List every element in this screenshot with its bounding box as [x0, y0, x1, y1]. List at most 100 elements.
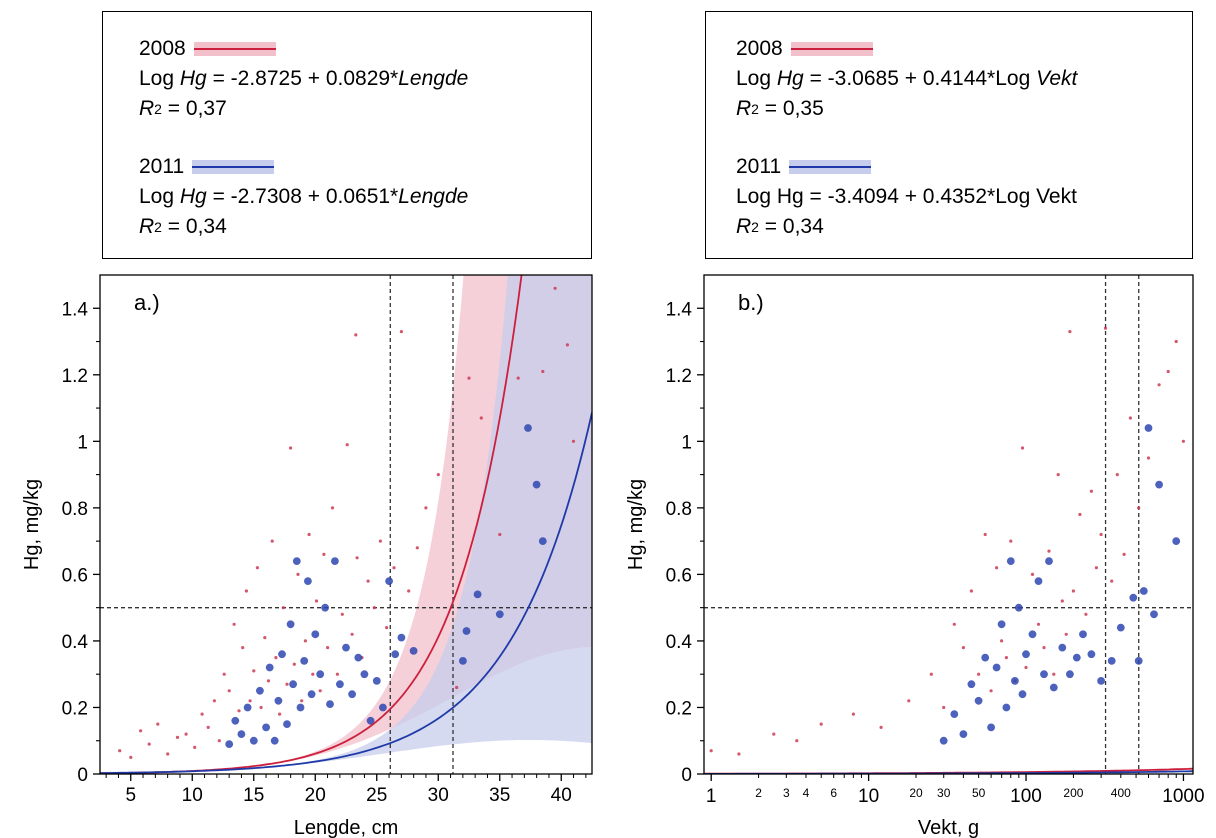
data-point-2011 [959, 730, 968, 738]
panel-label: a.) [134, 290, 160, 315]
data-point-2008 [300, 699, 304, 703]
legend-entry-2008: 2008 Log Hg = -3.0685 + 0.4144*Log Vekt … [736, 34, 1077, 124]
x-axis: 1 10 100 1000 2 3 4 6 20 30 50 200 400 [706, 774, 1205, 807]
x-tick-label: 10 [858, 786, 879, 807]
data-point-2008 [1181, 439, 1185, 443]
data-point-2008 [942, 705, 946, 710]
data-point-2008 [879, 725, 883, 730]
data-point-2008 [193, 745, 197, 750]
data-point-2008 [307, 532, 311, 537]
y-tick-label: 1.2 [62, 366, 88, 387]
data-point-2008 [263, 636, 267, 640]
data-point-2008 [1166, 369, 1170, 374]
data-point-2011 [981, 653, 990, 662]
data-point-2008 [1110, 579, 1114, 583]
legend-entry-2011: 2011 Log Hg = -3.4094 + 0.4352*Log Vekt … [736, 152, 1077, 242]
data-point-2008 [1089, 489, 1093, 493]
legend-right: 2008 Log Hg = -3.0685 + 0.4144*Log Vekt … [705, 11, 1193, 259]
fit-line-2011 [100, 412, 592, 774]
data-point-2008 [1020, 446, 1025, 450]
data-point-2008 [1122, 552, 1126, 557]
data-point-2011 [1134, 657, 1143, 665]
data-point-2008 [709, 749, 713, 753]
x-tick-label: 15 [243, 785, 264, 806]
data-point-2011 [462, 627, 471, 635]
data-point-2011 [1097, 677, 1105, 685]
y-axis-label: Hg, mg/kg [625, 479, 647, 570]
y-tick-label: 0.6 [62, 565, 88, 586]
data-point-2008 [772, 732, 776, 736]
data-point-2008 [175, 735, 180, 740]
data-point-2011 [1049, 683, 1058, 692]
data-point-2011 [1040, 670, 1048, 679]
data-point-2008 [1052, 672, 1056, 676]
data-point-2008 [571, 439, 576, 443]
data-point-2008 [1128, 416, 1132, 420]
data-point-2011 [265, 663, 274, 672]
y-tick-label: 0 [77, 765, 88, 786]
x-tick-label: 35 [489, 785, 510, 806]
data-point-2008 [241, 646, 245, 650]
confidence-band-2011 [100, 275, 592, 774]
x-tick-label: 100 [1010, 786, 1042, 807]
y-axis: 0 0.2 0.4 0.6 0.8 1 1.2 1.4 [666, 299, 704, 786]
legend-swatch-2011 [192, 160, 275, 174]
data-point-2008 [392, 566, 396, 570]
data-point-2011 [225, 740, 234, 748]
data-point-2008 [222, 672, 226, 676]
data-point-2008 [292, 662, 296, 666]
data-point-2011 [538, 537, 547, 545]
data-point-2008 [206, 725, 210, 730]
data-point-2011 [459, 657, 467, 665]
y-tick-label: 0.4 [62, 632, 89, 653]
x-minor-tick-label: 20 [909, 786, 923, 800]
data-point-2011 [256, 686, 264, 695]
legend-equation: Log Hg = -3.0685 + 0.4144*Log Vekt [736, 67, 1078, 90]
data-point-2008 [1084, 612, 1088, 616]
data-point-2008 [1064, 632, 1068, 636]
data-point-2008 [184, 732, 188, 736]
data-point-2008 [366, 579, 370, 583]
legend-year: 2011 [736, 155, 782, 178]
data-point-2011 [286, 620, 295, 629]
data-point-2011 [1116, 623, 1125, 632]
data-point-2011 [354, 653, 363, 662]
x-tick-label: 5 [125, 785, 136, 806]
data-point-2011 [360, 670, 369, 679]
data-point-2011 [1045, 557, 1053, 565]
legend-swatch-2011 [789, 160, 872, 174]
data-point-2011 [379, 703, 387, 712]
x-axis-label: Vekt, g [918, 817, 979, 838]
data-point-2008 [303, 639, 307, 643]
data-point-2011 [1079, 630, 1087, 639]
data-point-2008 [399, 330, 403, 334]
data-point-2011 [1155, 480, 1163, 489]
x-minor-tick-label: 200 [1063, 786, 1083, 800]
data-point-2008 [330, 506, 335, 510]
data-point-2008 [322, 552, 326, 557]
plot-frame [99, 274, 593, 775]
data-point-2008 [977, 672, 981, 676]
x-tick-label: 20 [305, 785, 326, 806]
data-point-2011 [336, 680, 344, 689]
data-point-2011 [473, 590, 482, 599]
data-point-2008 [1115, 473, 1119, 477]
data-point-2011 [1139, 587, 1148, 595]
data-point-2008 [139, 729, 143, 733]
data-point-2011 [997, 620, 1006, 629]
data-point-2008 [467, 376, 471, 380]
data-point-2008 [255, 566, 259, 570]
y-tick-label: 0.8 [62, 499, 88, 520]
data-point-2011 [289, 680, 297, 689]
y-tick-label: 1.4 [666, 299, 693, 320]
x-tick-label: 10 [182, 785, 203, 806]
data-point-2011 [967, 680, 976, 689]
data-point-2008 [1000, 639, 1004, 643]
data-point-2011 [950, 710, 959, 718]
data-point-2008 [252, 669, 256, 673]
data-point-2011 [348, 690, 356, 699]
data-point-2008 [1060, 599, 1064, 603]
data-point-2008 [1030, 572, 1035, 577]
x-axis-label: Lengde, cm [294, 817, 399, 838]
